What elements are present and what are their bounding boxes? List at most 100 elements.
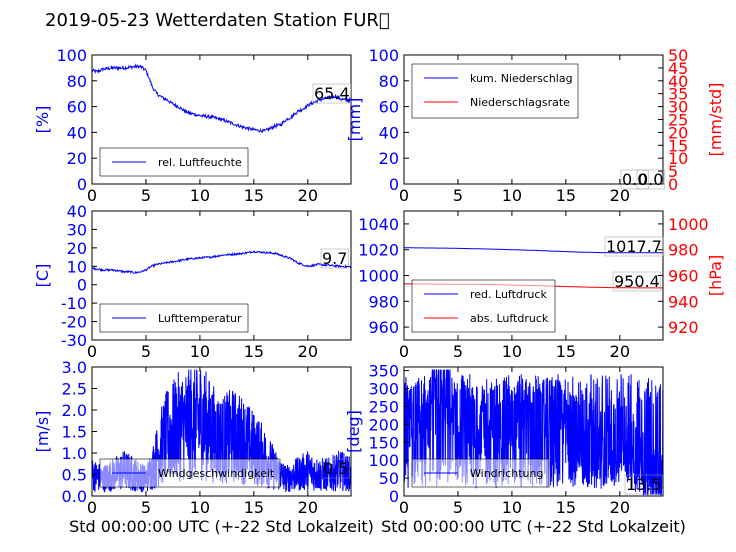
y-right-tick-label: 20 [668,123,688,142]
y-tick-label: 0.5 [62,466,87,485]
y-tick-label: 50 [379,469,399,488]
legend-precipitation: kum. Niederschlag Niederschlagsrate [411,63,579,119]
y-right-axis-label: [mm/std] [706,83,725,157]
x-tick-label: 10 [502,498,522,517]
legend-wind_direction: Windrichtung [411,458,550,488]
x-tick-label: 20 [298,342,318,361]
x-tick-label: 15 [244,498,264,517]
x-axis-label: Std 00:00:00 UTC (+-22 Std Lokalzeit) [381,517,686,536]
x-tick-label: 0 [87,342,97,361]
x-tick-label: 15 [556,498,576,517]
x-tick-label: 20 [610,186,630,205]
legend-label: Windgeschwindigkeit [158,467,275,480]
y-tick-label: 1.5 [62,423,87,442]
x-tick-label: 10 [190,186,210,205]
last-value-label-right: 0.0 [638,170,663,189]
x-tick-label: 0 [87,186,97,205]
y-right-tick-label: 1000 [668,215,709,234]
y-right-tick-label: 40 [668,72,688,91]
y-tick-label: 0 [77,276,87,295]
y-right-tick-label: 10 [668,149,688,168]
last-value-label: 65.4 [314,84,350,103]
y-tick-label: 200 [368,415,399,434]
y-tick-label: 20 [67,239,87,258]
y-tick-label: -20 [61,313,87,332]
plot-frame-wind_direction [403,366,664,497]
y-tick-label: 250 [368,397,399,416]
y-tick-label: 980 [368,292,399,311]
x-tick-label: 20 [298,498,318,517]
panel-precipitation: 0 5 10 15 2002040608010005101520253035404550… [345,46,725,205]
last-value-label: 0.0 [622,170,647,189]
legend-label: Lufttemperatur [158,312,242,325]
y-tick-label: 40 [379,123,399,142]
legend-label: rel. Luftfeuchte [158,156,242,169]
y-tick-label: 0 [389,175,399,194]
x-tick-label: 5 [141,498,151,517]
legend-label: Niederschlagsrate [470,96,570,109]
y-right-axis-label: [hPa] [706,255,725,296]
y-tick-label: 80 [379,72,399,91]
plot-frame-humidity [91,54,352,185]
y-tick-label: 60 [67,98,87,117]
y-right-tick-label: 25 [668,111,688,130]
y-tick-label: 0.0 [62,487,87,506]
x-tick-label: 0 [399,186,409,205]
y-right-tick-label: 45 [668,59,688,78]
y-axis-label: [C] [33,264,52,288]
legend-humidity: rel. Luftfeuchte [99,147,249,177]
y-right-tick-label: 0 [668,175,678,194]
y-tick-label: 40 [67,202,87,221]
y-right-tick-label: 940 [668,292,699,311]
y-tick-label: 1000 [358,267,399,286]
series-line-humidity-0 [91,63,352,134]
x-tick-label: 0 [399,498,409,517]
y-tick-label: 20 [379,149,399,168]
y-tick-label: 100 [56,46,87,65]
figure-title: 2019-05-23 Wetterdaten Station FUR  [45,10,390,31]
y-tick-label: 2.0 [62,401,87,420]
last-value-box-right [612,271,662,292]
y-tick-label: 300 [368,380,399,399]
y-right-tick-label: 5 [668,162,678,181]
y-tick-label: 40 [67,123,87,142]
y-tick-label: 960 [368,318,399,337]
last-value-label: 0.5 [323,459,348,478]
last-value-label: 13.5 [626,475,662,494]
y-tick-label: 10 [67,257,87,276]
last-value-label: 1017.7 [606,237,662,256]
x-tick-label: 5 [141,342,151,361]
y-axis-label: [deg] [344,410,363,453]
y-right-tick-label: 15 [668,136,688,155]
last-value-box [321,458,350,479]
y-right-tick-label: 980 [668,241,699,260]
x-tick-label: 10 [190,498,210,517]
y-tick-label: 1040 [358,215,399,234]
legend-wind_speed: Windgeschwindigkeit [99,458,281,488]
y-tick-label: -30 [61,331,87,350]
y-tick-label: 150 [368,433,399,452]
y-axis-label: [%] [33,106,52,134]
legend-box [411,279,556,333]
x-tick-label: 5 [453,342,463,361]
y-tick-label: 2.5 [62,380,87,399]
last-value-label: 9.7 [322,249,347,268]
y-right-tick-label: 920 [668,318,699,337]
y-tick-label: 20 [67,149,87,168]
y-tick-label: 0 [389,487,399,506]
legend-label: abs. Luftdruck [470,312,549,325]
last-value-box [320,248,349,269]
last-value-box [620,169,649,190]
y-tick-label: 1.0 [62,444,87,463]
y-tick-label: 30 [67,220,87,239]
y-tick-label: 100 [368,46,399,65]
y-axis-label: [m/s] [33,411,52,453]
series-line-wind_direction-0 [403,369,664,496]
x-tick-label: 15 [556,342,576,361]
y-axis-label: [mm] [345,98,364,142]
x-tick-label: 20 [298,186,318,205]
y-tick-label: 60 [379,98,399,117]
